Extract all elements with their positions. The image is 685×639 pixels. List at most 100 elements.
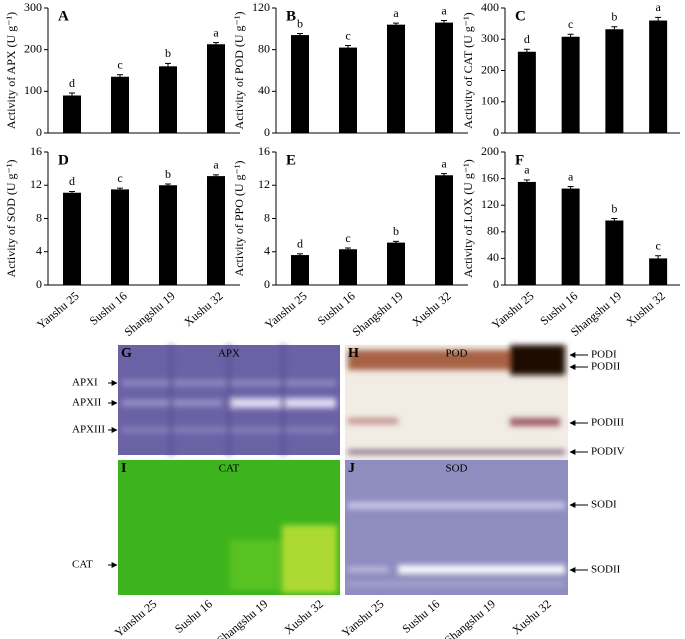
y-axis-label: Activity of CAT (U g⁻¹): [461, 12, 475, 128]
bar: [435, 175, 453, 285]
band-label: PODIV: [591, 446, 625, 458]
bar: [517, 51, 536, 133]
y-tick-label: 200: [481, 62, 499, 76]
x-tick-label: Xushu 32: [623, 289, 668, 330]
y-axis-label: Activity of LOX (U g⁻¹): [461, 159, 475, 278]
significance-letter: b: [165, 46, 171, 60]
significance-letter: b: [393, 224, 399, 238]
significance-letter: b: [297, 16, 303, 30]
bar: [435, 22, 453, 133]
gel-title: APX: [218, 348, 240, 360]
band-label: PODIII: [591, 417, 624, 429]
y-tick-label: 0: [36, 125, 42, 139]
y-tick-label: 100: [481, 94, 499, 108]
x-tick-label: Xushu 32: [409, 289, 454, 330]
y-axis-label: Activity of PPO (U g⁻¹): [232, 161, 246, 277]
y-tick-label: 0: [493, 277, 499, 291]
lane-label: Xushu 32: [509, 597, 554, 638]
panel-letter: D: [58, 152, 69, 168]
y-tick-label: 80: [258, 41, 270, 55]
gel-title: CAT: [219, 463, 240, 475]
bar: [291, 255, 309, 285]
y-tick-label: 100: [24, 83, 42, 97]
x-tick-label: Sushu 16: [87, 289, 130, 328]
significance-letter: c: [117, 171, 122, 185]
bar: [63, 95, 81, 133]
lane-label: Sushu 16: [399, 597, 442, 636]
significance-letter: d: [524, 32, 530, 46]
y-tick-label: 0: [493, 125, 499, 139]
bar: [605, 29, 624, 133]
y-tick-label: 120: [481, 197, 499, 211]
y-tick-label: 200: [481, 144, 499, 158]
bar: [207, 176, 225, 285]
y-tick-label: 80: [487, 224, 499, 238]
lane-label: Shangshu 19: [214, 597, 270, 639]
bar: [291, 35, 309, 134]
y-tick-label: 300: [24, 0, 42, 14]
gel-image: [345, 345, 568, 460]
panel-letter: A: [58, 8, 69, 24]
y-axis-label: Activity of SOD (U g⁻¹): [4, 160, 18, 278]
x-tick-label: Xushu 32: [181, 289, 226, 330]
y-tick-label: 200: [24, 41, 42, 55]
y-tick-label: 160: [481, 170, 499, 184]
bar: [207, 44, 225, 133]
gel-image: [118, 345, 340, 455]
significance-letter: c: [568, 17, 573, 31]
band-label: PODII: [591, 361, 621, 373]
significance-letter: a: [655, 0, 661, 14]
x-tick-label: Yanshu 25: [262, 289, 310, 332]
significance-letter: a: [441, 3, 447, 17]
significance-letter: a: [524, 163, 530, 177]
bar: [649, 258, 668, 285]
y-axis-label: Activity of POD (U g⁻¹): [232, 12, 246, 130]
band-label: CAT: [72, 559, 93, 571]
panel-letter: B: [286, 8, 296, 24]
lane-label: Shangshu 19: [442, 597, 498, 639]
y-tick-label: 8: [36, 210, 42, 224]
significance-letter: a: [213, 25, 219, 39]
y-tick-label: 300: [481, 31, 499, 45]
y-tick-label: 40: [487, 250, 499, 264]
bar: [159, 66, 177, 133]
significance-letter: d: [69, 174, 75, 188]
significance-letter: b: [165, 167, 171, 181]
y-tick-label: 16: [30, 144, 42, 158]
gel-title: POD: [445, 348, 467, 360]
y-tick-label: 4: [264, 244, 270, 258]
band-label: APXII: [72, 397, 102, 409]
gel-image: [345, 460, 568, 595]
x-tick-label: Shangshu 19: [349, 289, 405, 339]
lane-label: Xushu 32: [281, 597, 326, 638]
lane-label: Yanshu 25: [339, 597, 387, 639]
x-tick-label: Yanshu 25: [34, 289, 82, 332]
bar: [605, 220, 624, 285]
bar: [387, 24, 405, 134]
lane-label: Sushu 16: [172, 597, 215, 636]
significance-letter: b: [611, 201, 617, 215]
bar: [387, 242, 405, 285]
y-tick-label: 120: [252, 0, 270, 14]
significance-letter: d: [69, 76, 75, 90]
significance-letter: c: [345, 231, 350, 245]
y-tick-label: 0: [264, 125, 270, 139]
gel-image: [118, 460, 340, 595]
bar: [159, 185, 177, 285]
bar: [561, 188, 580, 285]
y-tick-label: 16: [258, 144, 270, 158]
significance-letter: a: [393, 6, 399, 20]
y-tick-label: 400: [481, 0, 499, 14]
bar: [339, 47, 357, 134]
band-label: SODI: [591, 499, 617, 511]
band-label: APXI: [72, 377, 98, 389]
bar: [649, 20, 668, 133]
y-tick-label: 12: [30, 177, 42, 191]
lane-label: Yanshu 25: [112, 597, 160, 639]
gel-title: SOD: [445, 463, 467, 475]
y-axis-label: Activity of APX (U g⁻¹): [4, 12, 18, 129]
significance-letter: c: [345, 28, 350, 42]
x-tick-label: Yanshu 25: [489, 289, 537, 332]
y-tick-label: 12: [258, 177, 270, 191]
